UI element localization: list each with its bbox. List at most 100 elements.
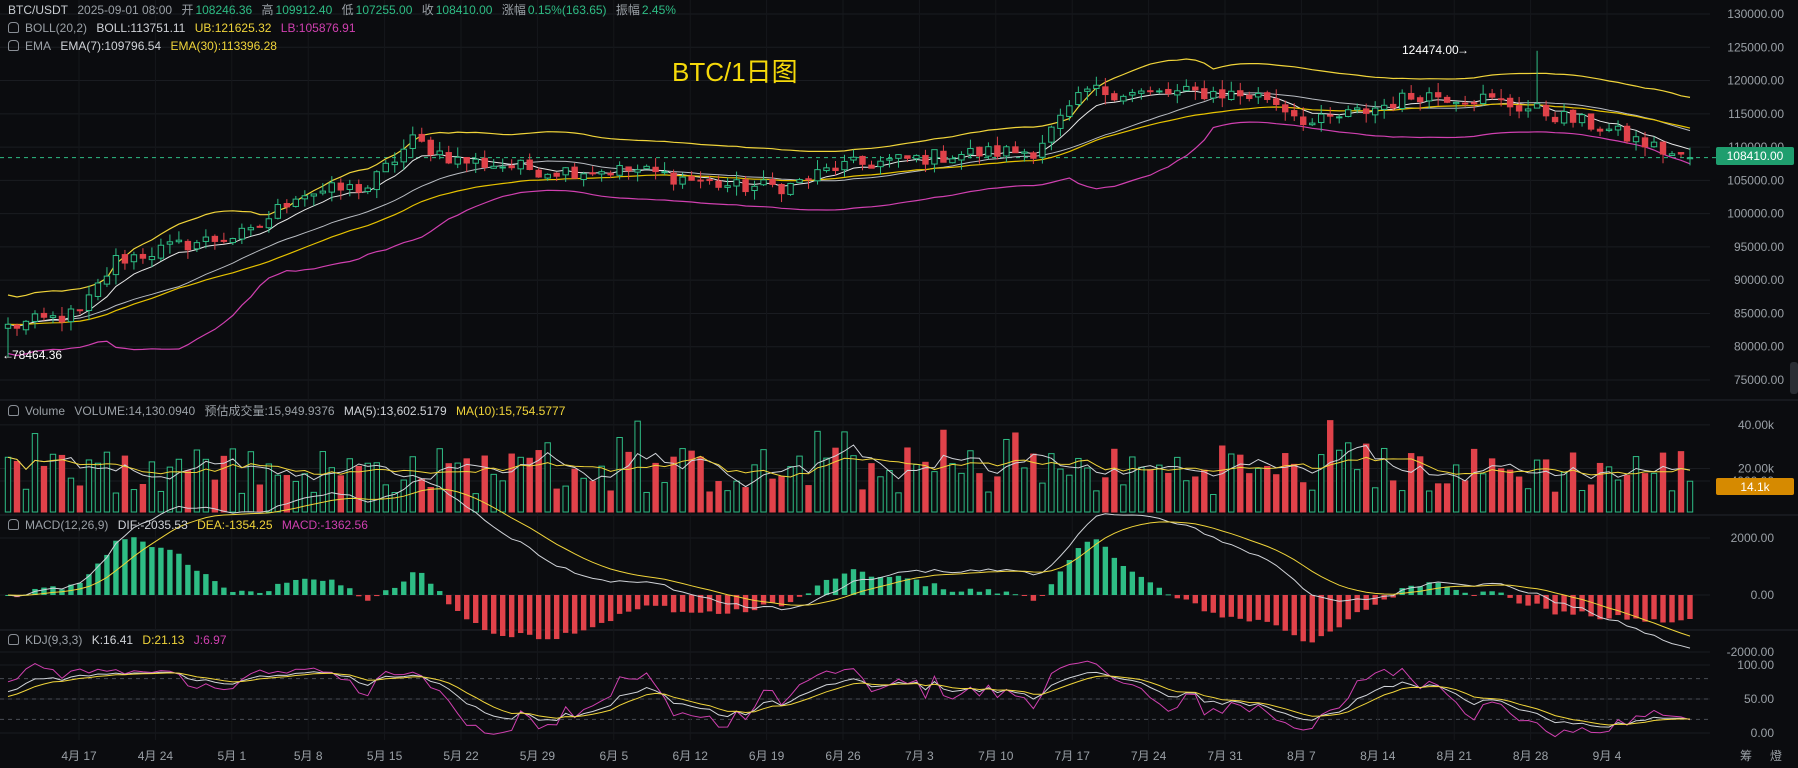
candle-body: [4, 323, 12, 329]
volume-bar: [1039, 482, 1046, 513]
macd-bar: [1345, 595, 1351, 620]
bell-icon[interactable]: [8, 519, 19, 530]
macd-bar: [275, 583, 281, 595]
boll-legend[interactable]: BOLL(20,2) BOLL:113751.11 UB:121625.32 L…: [8, 20, 362, 36]
volume-bar: [256, 484, 264, 513]
low-value: 107255.00: [355, 3, 413, 17]
candle-body: [913, 154, 920, 160]
volume-bar: [1345, 442, 1352, 513]
macd-bar: [131, 537, 137, 595]
volume-bar: [1255, 467, 1262, 513]
bell-icon[interactable]: [8, 22, 19, 33]
macd-bar: [410, 572, 416, 595]
time-tick-label: 8月 7: [1287, 749, 1316, 763]
volume-bar: [418, 478, 425, 513]
candle-body: [265, 218, 273, 229]
candle-body: [1632, 136, 1640, 143]
candle-body: [607, 172, 614, 176]
macd-tick-label: 0.00: [1751, 588, 1775, 602]
time-tick-label: 9月 4: [1593, 749, 1622, 763]
candle-body: [1443, 96, 1451, 103]
macd-bar: [1417, 586, 1423, 595]
macd-bar: [1291, 595, 1297, 636]
candle-body: [1434, 92, 1442, 98]
candle-body: [1246, 94, 1253, 99]
macd-bar: [1300, 595, 1306, 642]
footer-glyph-2[interactable]: 燈: [1770, 748, 1782, 763]
price-tick-label: 95000.00: [1734, 240, 1784, 254]
volume-bar: [1120, 484, 1127, 513]
ema-legend[interactable]: EMA EMA(7):109796.54 EMA(30):113396.28: [8, 38, 283, 54]
high-value: 109912.40: [275, 3, 333, 17]
volume-bar: [958, 472, 965, 513]
price-tick-label: 115000.00: [1728, 107, 1784, 121]
macd-bar: [976, 591, 983, 595]
candle-body: [274, 204, 282, 219]
candle-body: [1039, 142, 1046, 158]
volume-bar: [679, 448, 686, 513]
price-tick-label: 130000.00: [1727, 7, 1784, 21]
macd-bar: [679, 595, 686, 612]
macd-bar: [491, 595, 497, 634]
macd-bar: [859, 571, 866, 595]
macd-bar: [850, 569, 857, 595]
macd-bar: [1120, 565, 1127, 595]
panel-collapse-handle[interactable]: [1790, 362, 1798, 394]
macd-bar: [1363, 595, 1369, 610]
macd-bar: [1588, 595, 1594, 617]
volume-legend[interactable]: Volume VOLUME:14,130.0940 预估成交量:15,949.9…: [8, 403, 571, 419]
volume-bar: [877, 476, 884, 513]
macd-bar: [248, 591, 254, 595]
footer-glyph-1[interactable]: 筹: [1740, 749, 1752, 763]
candle-body: [1470, 102, 1478, 105]
volume-bar: [841, 431, 848, 513]
macd-bar: [1543, 595, 1549, 609]
macd-bar: [158, 547, 164, 595]
volume-bar: [481, 455, 488, 513]
volume-bar: [1174, 456, 1181, 513]
datetime: 2025-09-01 08:00: [77, 3, 173, 17]
macd-bar: [787, 595, 794, 603]
macd-bar: [1129, 571, 1136, 595]
volume-bar: [562, 485, 569, 513]
candle-body: [1264, 92, 1271, 100]
volume-bar: [949, 463, 956, 513]
kdj-j-line: [7, 660, 1691, 738]
volume-bar: [1452, 464, 1460, 513]
bell-icon[interactable]: [8, 405, 19, 416]
volume-bar: [544, 442, 551, 513]
low-arrow-icon: ←: [2, 348, 14, 362]
time-tick-label: 6月 12: [673, 749, 709, 763]
candle-body: [517, 159, 524, 170]
kdj-lines: [7, 660, 1691, 738]
volume-bar: [1623, 474, 1631, 513]
macd-legend[interactable]: MACD(12,26,9) DIF:-2035.53 DEA:-1354.25 …: [8, 517, 374, 533]
time-tick-label: 7月 24: [1131, 749, 1167, 763]
candle-body: [130, 254, 138, 263]
bell-icon[interactable]: [8, 40, 19, 51]
macd-bar: [526, 595, 533, 635]
candle-body: [1057, 114, 1064, 129]
candle-body: [1336, 116, 1343, 119]
candle-body: [859, 155, 866, 165]
volume-bar: [166, 466, 174, 513]
bell-icon[interactable]: [8, 634, 19, 645]
volume-bar: [922, 461, 929, 513]
candle-body: [652, 166, 659, 173]
volume-bar: [724, 490, 731, 513]
macd-bar: [643, 595, 650, 606]
volume-bar: [139, 483, 147, 513]
macd-bar: [949, 591, 956, 595]
candle-body: [148, 256, 156, 261]
macd-bar: [652, 595, 659, 606]
candle-body: [94, 282, 102, 297]
candle-body: [634, 169, 641, 173]
open-value: 108246.36: [195, 3, 253, 17]
candle-body: [229, 238, 237, 244]
kdj-legend[interactable]: KDJ(9,3,3) K:16.41 D:21.13 J:6.97: [8, 632, 233, 648]
macd-bar: [1525, 595, 1531, 606]
candle-body: [1210, 90, 1217, 99]
candle-body: [850, 156, 857, 161]
volume-bar: [1569, 452, 1577, 513]
